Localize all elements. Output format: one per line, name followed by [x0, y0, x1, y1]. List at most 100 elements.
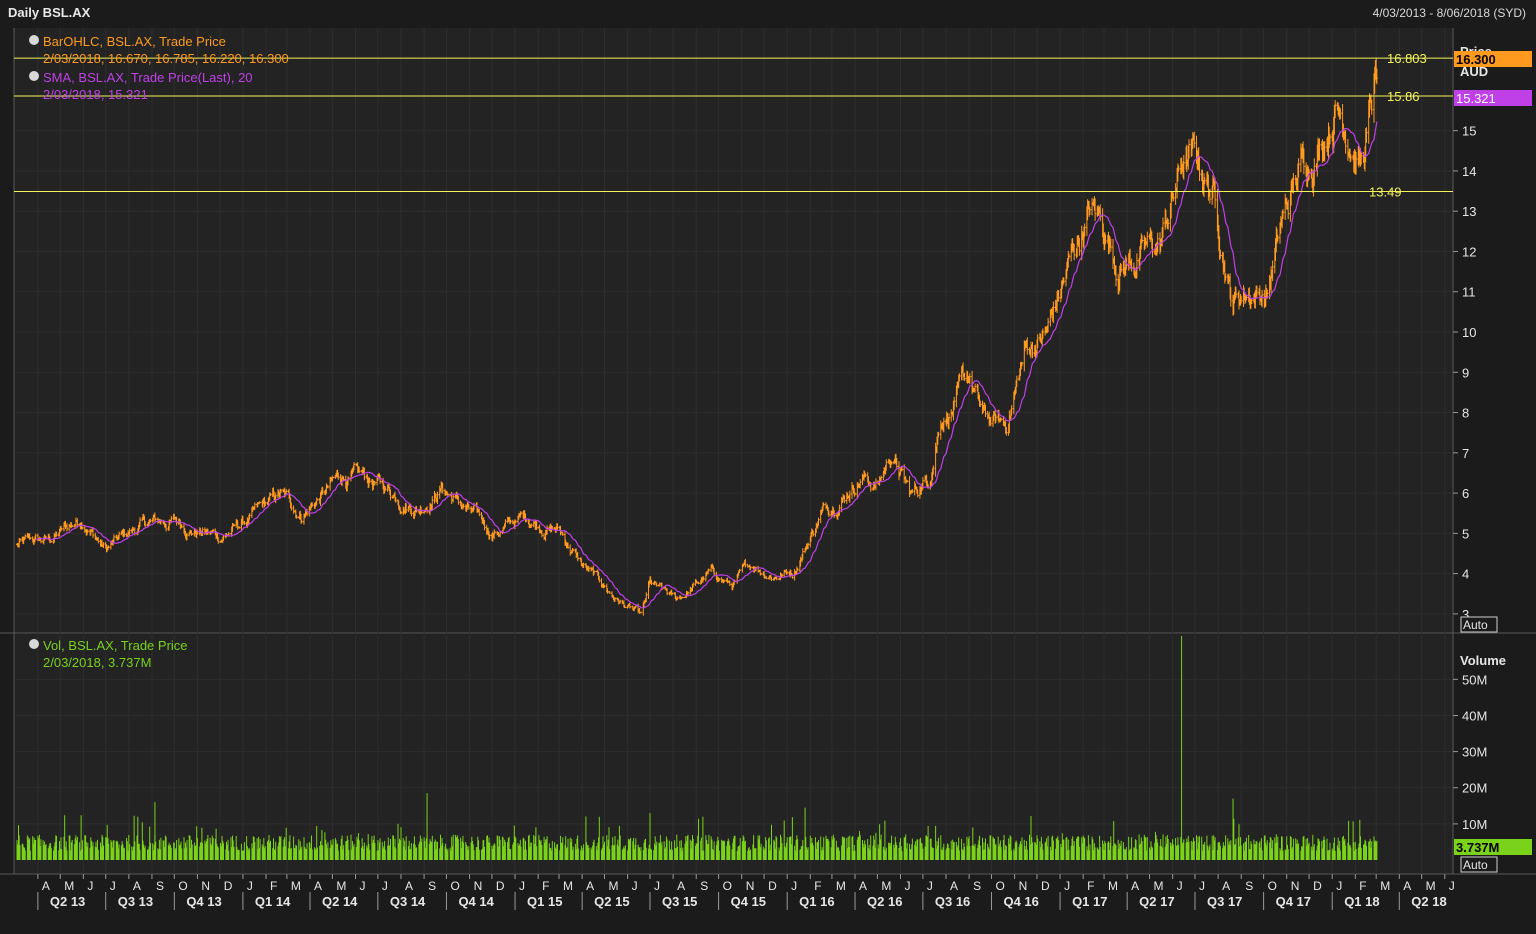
month-label: A	[859, 879, 867, 893]
sma-legend-label: SMA, BSL.AX, Trade Price(Last), 20	[43, 70, 253, 85]
volume-tick-label: 10M	[1462, 817, 1487, 832]
quarter-label: Q3 16	[935, 894, 970, 909]
quarter-label: Q2 16	[867, 894, 902, 909]
sma-line	[35, 121, 1378, 609]
quarter-label: Q4 15	[731, 894, 766, 909]
volume-tick-label: 20M	[1462, 781, 1487, 796]
ohlc-legend[interactable]: BarOHLC, BSL.AX, Trade Price 2/03/2018, …	[29, 34, 289, 66]
month-label: M	[1426, 879, 1436, 893]
quarter-label: Q4 17	[1276, 894, 1311, 909]
month-label: A	[950, 879, 958, 893]
legend-bullet-icon	[29, 71, 39, 81]
quarter-label: Q3 13	[118, 894, 153, 909]
quarter-label: Q3 15	[662, 894, 697, 909]
month-label: J	[654, 879, 660, 893]
price-tick-label: 4	[1462, 567, 1469, 582]
volume-tick-label: 30M	[1462, 745, 1487, 760]
legend-bullet-icon	[29, 35, 39, 45]
month-label: J	[382, 879, 388, 893]
volume-tick-label: 50M	[1462, 672, 1487, 687]
month-label: A	[405, 879, 413, 893]
month-label: D	[1041, 879, 1050, 893]
chart-title: Daily BSL.AX	[8, 5, 91, 20]
vol-legend[interactable]: Vol, BSL.AX, Trade Price 2/03/2018, 3.73…	[29, 638, 188, 670]
month-label: N	[1019, 879, 1028, 893]
last-sma-value: 15.321	[1456, 91, 1496, 106]
quarter-label: Q1 17	[1072, 894, 1107, 909]
month-label: M	[881, 879, 891, 893]
month-label: D	[224, 879, 233, 893]
date-range: 4/03/2013 - 8/06/2018 (SYD)	[1372, 6, 1526, 20]
last-price-badge: 16.300	[1454, 51, 1532, 67]
level-label: 15.86	[1387, 89, 1420, 104]
legend-bullet-icon	[29, 639, 39, 649]
month-label: A	[1222, 879, 1230, 893]
month-label: O	[178, 879, 187, 893]
month-label: M	[1154, 879, 1164, 893]
month-label: J	[791, 879, 797, 893]
quarter-label: Q2 13	[50, 894, 85, 909]
price-axis-unit: AUD	[1460, 64, 1488, 79]
quarter-label: Q1 18	[1344, 894, 1379, 909]
price-tick-label: 3	[1462, 607, 1469, 622]
last-price-value: 16.300	[1456, 52, 1496, 67]
month-label: J	[110, 879, 116, 893]
month-label: M	[563, 879, 573, 893]
quarter-label: Q1 16	[799, 894, 834, 909]
quarter-label: Q1 14	[255, 894, 291, 909]
month-label: S	[428, 879, 436, 893]
quarter-label: Q1 15	[527, 894, 562, 909]
level-label: 16.803	[1387, 51, 1427, 66]
month-label: J	[519, 879, 525, 893]
grid	[14, 28, 1453, 874]
month-label: J	[1449, 879, 1455, 893]
month-label: J	[87, 879, 93, 893]
month-label: J	[1064, 879, 1070, 893]
month-label: N	[746, 879, 755, 893]
month-label: A	[1403, 879, 1411, 893]
month-label: J	[359, 879, 365, 893]
price-tick-label: 5	[1462, 526, 1469, 541]
month-label: A	[133, 879, 141, 893]
month-label: M	[291, 879, 301, 893]
ohlc-legend-label: BarOHLC, BSL.AX, Trade Price	[43, 34, 226, 49]
quarter-label: Q4 16	[1003, 894, 1038, 909]
month-label: F	[1359, 879, 1366, 893]
month-label: N	[201, 879, 210, 893]
month-label: F	[814, 879, 821, 893]
month-label: M	[64, 879, 74, 893]
price-tick-label: 6	[1462, 486, 1469, 501]
month-label: O	[723, 879, 732, 893]
month-label: M	[336, 879, 346, 893]
sma-series	[35, 121, 1378, 609]
price-tick-label: 15	[1462, 124, 1476, 139]
price-auto-button[interactable]: Auto	[1460, 616, 1498, 633]
month-label: J	[1336, 879, 1342, 893]
price-panel	[14, 28, 1453, 633]
month-label: O	[995, 879, 1004, 893]
month-label: M	[609, 879, 619, 893]
horizontal-levels: 16.803 15.86 13.49	[14, 51, 1453, 199]
month-label: N	[1291, 879, 1300, 893]
quarter-label: Q2 14	[322, 894, 358, 909]
price-auto-label: Auto	[1463, 618, 1488, 632]
sma-legend[interactable]: SMA, BSL.AX, Trade Price(Last), 20 2/03/…	[29, 70, 253, 102]
month-label: O	[450, 879, 459, 893]
month-label: D	[1313, 879, 1322, 893]
month-label: S	[700, 879, 708, 893]
month-label: A	[677, 879, 685, 893]
volume-auto-label: Auto	[1463, 858, 1488, 872]
vol-legend-label: Vol, BSL.AX, Trade Price	[43, 638, 188, 653]
quarter-label: Q2 17	[1139, 894, 1174, 909]
quarter-label: Q2 18	[1411, 894, 1446, 909]
quarter-label: Q2 15	[594, 894, 629, 909]
price-tick-label: 11	[1462, 285, 1476, 300]
price-tick-label: 8	[1462, 406, 1469, 421]
month-label: F	[1087, 879, 1094, 893]
quarter-label: Q4 13	[186, 894, 221, 909]
price-tick-label: 12	[1462, 244, 1476, 259]
volume-auto-button[interactable]: Auto	[1460, 856, 1498, 873]
price-tick-label: 10	[1462, 325, 1476, 340]
month-label: M	[1380, 879, 1390, 893]
